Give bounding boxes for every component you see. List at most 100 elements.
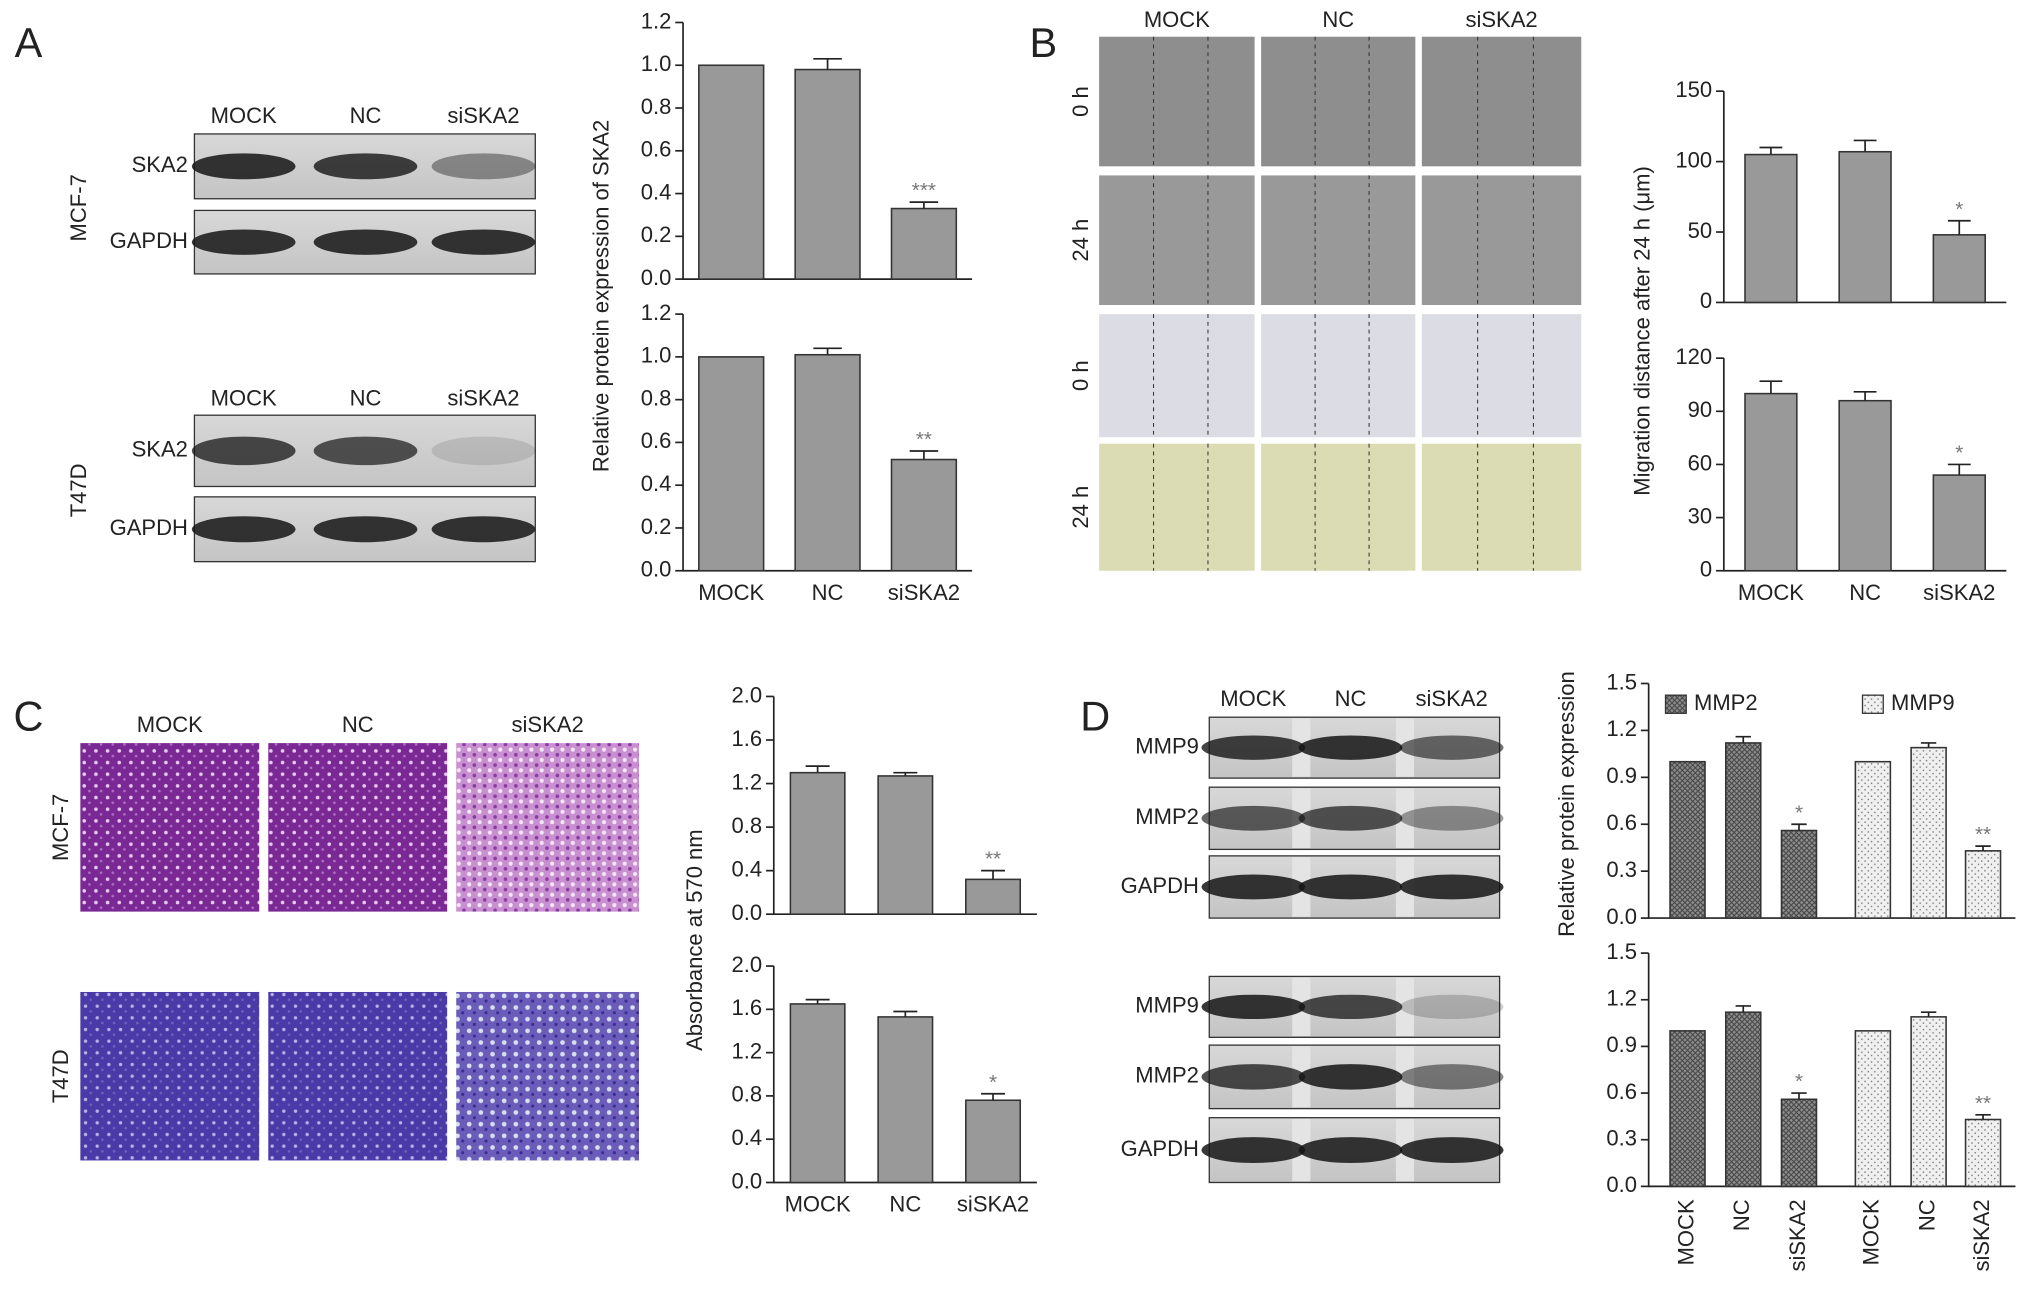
bar xyxy=(1669,1030,1706,1188)
significance: *** xyxy=(912,179,936,202)
legend-label: MMP2 xyxy=(1694,690,1758,715)
y-tick-label: 100 xyxy=(1675,147,1712,172)
band xyxy=(1201,994,1306,1020)
bar xyxy=(1724,742,1762,919)
band xyxy=(431,229,536,255)
x-tick-label: MOCK xyxy=(1738,580,1804,605)
bar xyxy=(965,1099,1022,1184)
lane-label: siSKA2 xyxy=(512,712,584,737)
band xyxy=(1298,874,1403,900)
row-label: MCF-7 xyxy=(48,794,73,861)
band xyxy=(1399,1064,1504,1090)
scratch-image xyxy=(1261,314,1416,438)
band xyxy=(191,436,296,466)
bar xyxy=(1744,392,1798,572)
scratch-image xyxy=(1099,314,1255,438)
band xyxy=(1399,735,1504,760)
error-bar xyxy=(1735,1005,1751,1013)
y-tick-label: 0.8 xyxy=(641,385,672,410)
significance: ** xyxy=(985,848,1001,871)
row-label: SKA2 xyxy=(132,152,188,177)
band xyxy=(431,153,536,180)
lane-gap xyxy=(1395,788,1415,849)
bar xyxy=(1964,1118,2002,1188)
bar xyxy=(794,353,861,572)
band xyxy=(1399,1137,1504,1164)
band xyxy=(313,436,418,466)
lane-label: NC xyxy=(1335,686,1367,711)
y-tick-label: 0.0 xyxy=(641,265,672,290)
lane-label: MOCK xyxy=(137,712,203,737)
row-label: GAPDH xyxy=(1121,873,1199,898)
row-label: MMP2 xyxy=(1135,804,1199,829)
lane-label: NC xyxy=(342,712,374,737)
row-label: 0 h xyxy=(1068,360,1093,391)
band xyxy=(1298,805,1403,831)
y-tick-label: 0.6 xyxy=(1606,810,1637,835)
band xyxy=(431,516,536,543)
lane-label: MOCK xyxy=(1144,7,1210,32)
x-tick-label: MOCK xyxy=(1673,1199,1698,1265)
y-tick-label: 2.0 xyxy=(732,682,763,707)
y-tick-label: 0.4 xyxy=(641,471,672,496)
y-tick-label: 0.4 xyxy=(641,179,672,204)
transwell-image xyxy=(268,991,448,1161)
error-bar xyxy=(813,57,842,70)
y-tick-label: 60 xyxy=(1688,450,1713,475)
transwell-image xyxy=(456,743,639,912)
row-label: 24 h xyxy=(1068,486,1093,529)
error-bar xyxy=(805,998,830,1004)
bar xyxy=(890,458,958,572)
bar xyxy=(1964,850,2002,919)
significance: ** xyxy=(1975,1092,1991,1115)
y-tick-label: 1.6 xyxy=(732,995,763,1020)
lane-label: NC xyxy=(350,385,382,410)
error-bar xyxy=(813,347,842,355)
band xyxy=(1201,735,1306,760)
row-label: T47D xyxy=(48,1049,73,1103)
scratch-image xyxy=(1421,443,1582,571)
y-axis-label: Relative protein expression of SKA2 xyxy=(589,120,614,472)
scratch-image xyxy=(1099,443,1255,571)
lane-label: MOCK xyxy=(211,385,277,410)
scratch-image xyxy=(1421,175,1582,306)
significance: * xyxy=(1795,801,1803,824)
bar xyxy=(1669,760,1706,919)
y-tick-label: 0 xyxy=(1700,557,1712,582)
row-label: MCF-7 xyxy=(66,174,91,241)
bar xyxy=(794,68,861,280)
x-tick-label: siSKA2 xyxy=(957,1192,1029,1217)
error-bar xyxy=(1791,1092,1807,1100)
error-bar xyxy=(1975,845,1991,851)
scratch-image xyxy=(1099,36,1255,167)
panel-letter: A xyxy=(15,19,43,66)
bar xyxy=(877,1016,934,1184)
y-tick-label: 1.2 xyxy=(641,8,672,33)
band xyxy=(1298,994,1403,1020)
lane-label: siSKA2 xyxy=(447,385,519,410)
x-tick-label: siSKA2 xyxy=(1969,1199,1994,1271)
bar xyxy=(1780,829,1818,919)
y-tick-label: 1.6 xyxy=(732,726,763,751)
scratch-image xyxy=(1099,175,1255,306)
y-tick-label: 0.3 xyxy=(1606,1126,1637,1151)
bar xyxy=(698,64,765,280)
row-label: T47D xyxy=(66,463,91,517)
significance: ** xyxy=(916,428,932,451)
bar xyxy=(1744,153,1798,304)
bar xyxy=(1780,1098,1818,1188)
bar xyxy=(1932,474,1986,572)
bar xyxy=(1854,1030,1892,1188)
y-tick-label: 0.2 xyxy=(641,222,672,247)
band xyxy=(313,153,418,180)
row-label: GAPDH xyxy=(110,515,188,540)
bar xyxy=(1724,1011,1762,1188)
y-tick-label: 1.5 xyxy=(1606,939,1637,964)
bar xyxy=(965,878,1022,915)
y-tick-label: 0.2 xyxy=(641,514,672,539)
band xyxy=(191,516,296,543)
y-tick-label: 0.9 xyxy=(1606,763,1637,788)
y-tick-label: 0.6 xyxy=(641,428,672,453)
error-bar xyxy=(981,869,1006,880)
